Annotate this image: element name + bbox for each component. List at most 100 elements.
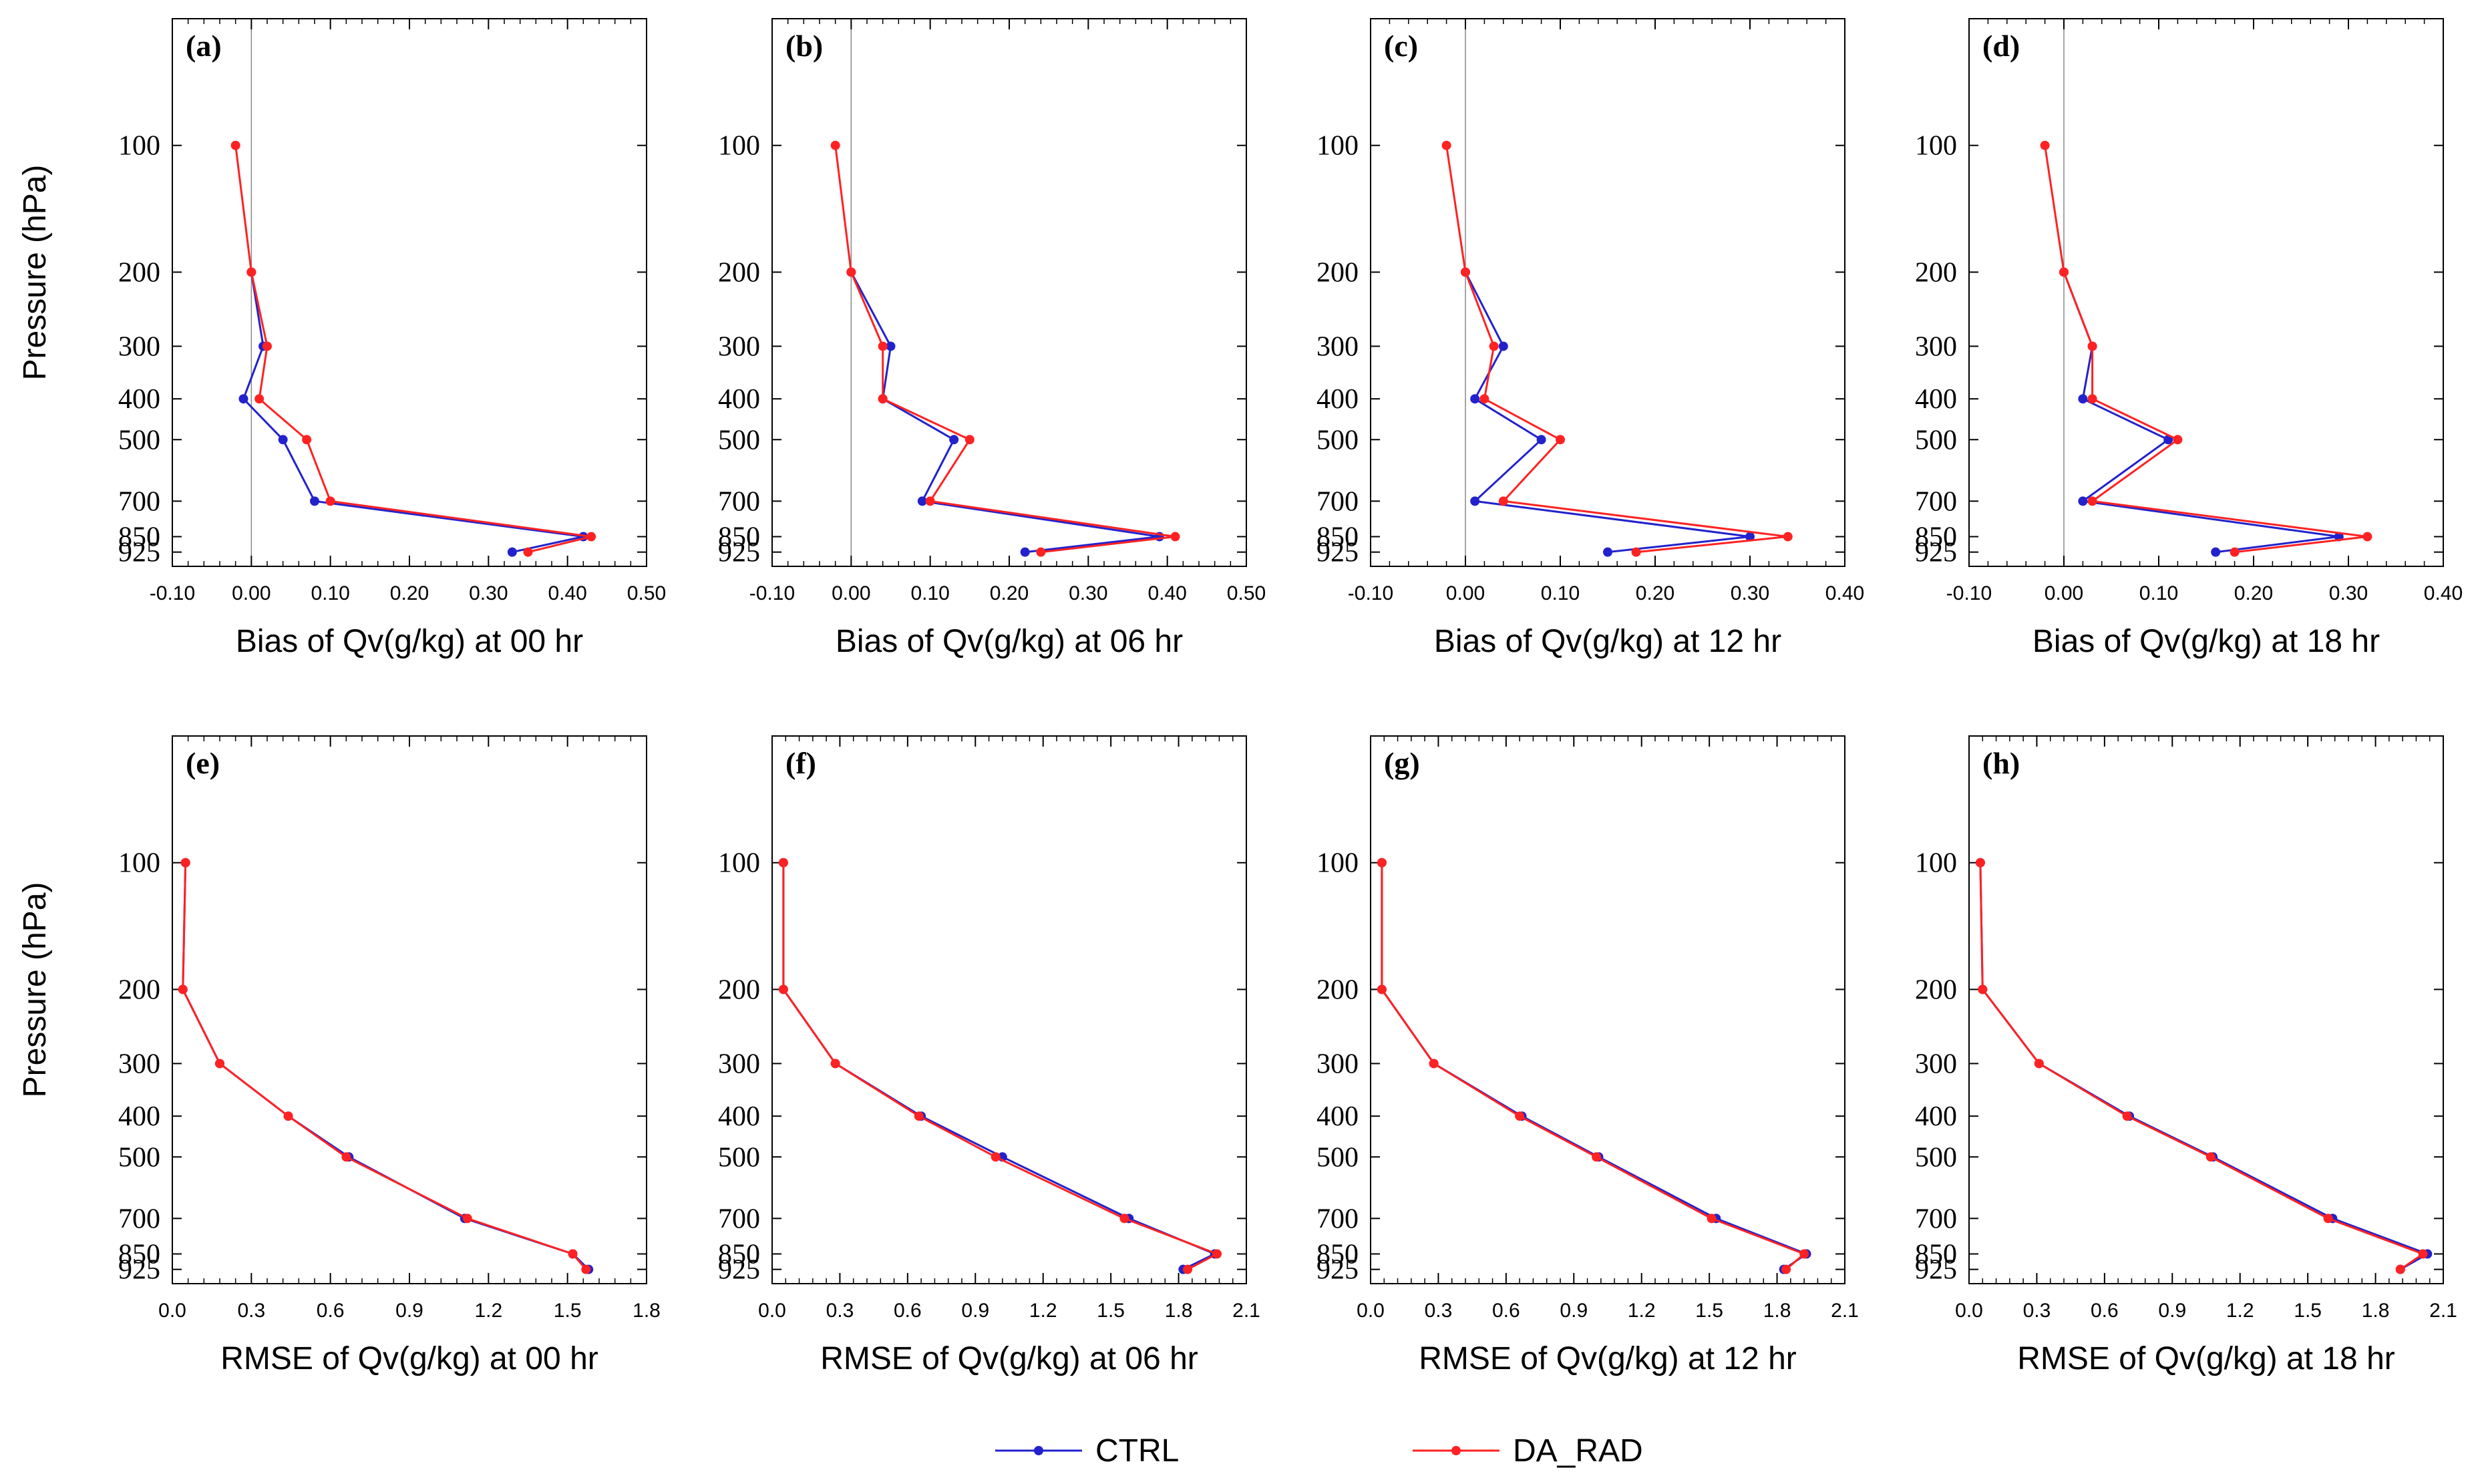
data-point-da-rad <box>283 1111 293 1121</box>
data-point-da-rad <box>1707 1214 1717 1224</box>
data-point-da-rad <box>1441 140 1451 150</box>
x-tick-label: 1.8 <box>1763 1300 1791 1322</box>
x-tick-label: 0.9 <box>1560 1300 1588 1322</box>
y-tick-label: 850 <box>718 1240 760 1270</box>
series-line-da-rad <box>1381 862 1806 1270</box>
data-point-da-rad <box>568 1249 578 1259</box>
y-tick-label: 700 <box>1915 486 1957 517</box>
data-point-da-rad <box>1978 984 1988 994</box>
x-axis-title: RMSE of Qv(g/kg) at 18 hr <box>2017 1341 2395 1376</box>
data-point-da-rad <box>1556 435 1565 445</box>
y-tick-label: 925 <box>718 538 760 568</box>
data-point-da-rad <box>230 140 240 150</box>
y-tick-label: 300 <box>718 1049 760 1079</box>
data-point-ctrl <box>2078 394 2088 404</box>
data-point-da-rad <box>2418 1249 2428 1259</box>
x-tick-label: 0.50 <box>627 582 666 604</box>
data-point-ctrl <box>886 341 896 351</box>
x-tick-label: -0.10 <box>749 582 795 604</box>
legend-da-rad-marker <box>1451 1446 1461 1455</box>
plot-frame <box>1968 18 2444 567</box>
x-tick-label: -0.10 <box>1348 582 1393 604</box>
data-point-da-rad <box>2059 267 2069 277</box>
data-point-ctrl <box>1536 435 1546 445</box>
legend-da-rad-label: DA_RAD <box>1513 1433 1643 1469</box>
y-tick-label: 850 <box>1316 522 1359 553</box>
data-point-da-rad <box>1799 1249 1809 1259</box>
data-point-da-rad <box>964 435 975 445</box>
x-tick-label: 0.50 <box>1227 582 1266 604</box>
data-point-ctrl <box>1470 394 1480 404</box>
data-point-da-rad <box>846 267 856 277</box>
x-tick-label: 0.10 <box>910 582 949 604</box>
data-point-da-rad <box>1377 984 1387 994</box>
data-point-da-rad <box>462 1214 472 1224</box>
series-line-da-rad <box>182 862 587 1270</box>
panel-label: (c) <box>1384 29 1418 63</box>
y-tick-label: 925 <box>718 1255 760 1286</box>
y-tick-label: 400 <box>1316 384 1359 415</box>
data-point-ctrl <box>278 435 288 445</box>
y-tick-label: 300 <box>1316 331 1359 362</box>
series-line-da-rad <box>234 145 592 554</box>
y-tick-label: 200 <box>1316 974 1359 1005</box>
y-tick-label: 400 <box>1915 1101 1957 1132</box>
legend: CTRL DA_RAD <box>995 1433 1643 1469</box>
y-tick-label: 200 <box>1915 974 1957 1005</box>
series-line-da-rad <box>1445 145 1788 554</box>
y-tick-label: 700 <box>718 486 760 517</box>
y-tick-label: 200 <box>118 974 160 1005</box>
x-tick-label: 0.00 <box>2045 582 2083 604</box>
data-point-da-rad <box>830 1059 840 1069</box>
legend-ctrl-label: CTRL <box>1095 1433 1179 1469</box>
data-point-da-rad <box>262 341 272 351</box>
data-point-da-rad <box>925 496 935 506</box>
y-tick-label: 100 <box>1316 848 1359 879</box>
y-axis-title: Pressure (hPa) <box>17 165 53 381</box>
x-axis-title: RMSE of Qv(g/kg) at 12 hr <box>1419 1341 1797 1376</box>
data-point-da-rad <box>2040 140 2050 150</box>
data-point-ctrl <box>1603 547 1612 557</box>
data-point-da-rad <box>2395 1264 2405 1274</box>
data-point-ctrl <box>1498 341 1508 351</box>
data-point-ctrl <box>310 496 319 506</box>
x-tick-label: 1.5 <box>1695 1300 1723 1322</box>
x-tick-label: 0.20 <box>2234 582 2273 604</box>
data-point-da-rad <box>2205 1152 2216 1162</box>
y-tick-label: 850 <box>718 522 760 553</box>
data-point-da-rad <box>914 1111 924 1121</box>
x-tick-label: 0.9 <box>2158 1300 2186 1322</box>
x-tick-label: 0.30 <box>2329 582 2368 604</box>
series-line-da-rad <box>2044 145 2368 554</box>
x-axis-title: Bias of Qv(g/kg) at 00 hr <box>236 624 583 659</box>
x-axis-title: RMSE of Qv(g/kg) at 06 hr <box>820 1341 1198 1376</box>
series-line-ctrl <box>782 862 1218 1271</box>
x-tick-label: 0.9 <box>961 1300 989 1322</box>
data-point-da-rad <box>1429 1059 1439 1069</box>
x-axis-title: Bias of Qv(g/kg) at 18 hr <box>2032 624 2380 659</box>
x-tick-label: 0.0 <box>758 1300 786 1322</box>
x-tick-label: 2.1 <box>1232 1300 1260 1322</box>
data-point-da-rad <box>254 394 264 404</box>
data-point-da-rad <box>1461 267 1470 277</box>
x-tick-label: 0.40 <box>1825 582 1864 604</box>
x-tick-label: 1.5 <box>554 1300 582 1322</box>
x-axis-title: RMSE of Qv(g/kg) at 00 hr <box>220 1341 598 1376</box>
y-tick-label: 500 <box>1316 1142 1359 1173</box>
x-tick-label: 0.20 <box>390 582 429 604</box>
y-tick-label: 500 <box>1915 1142 1957 1173</box>
data-point-da-rad <box>523 547 533 557</box>
plot-frame <box>172 735 647 1284</box>
x-tick-label: 0.40 <box>2424 582 2463 604</box>
y-tick-label: 400 <box>118 384 160 415</box>
x-tick-label: 0.0 <box>1357 1300 1385 1322</box>
x-tick-label: 0.00 <box>232 582 271 604</box>
data-point-da-rad <box>581 1264 591 1274</box>
y-tick-label: 100 <box>118 131 160 162</box>
data-point-da-rad <box>2087 394 2097 404</box>
x-tick-label: 0.10 <box>311 582 349 604</box>
